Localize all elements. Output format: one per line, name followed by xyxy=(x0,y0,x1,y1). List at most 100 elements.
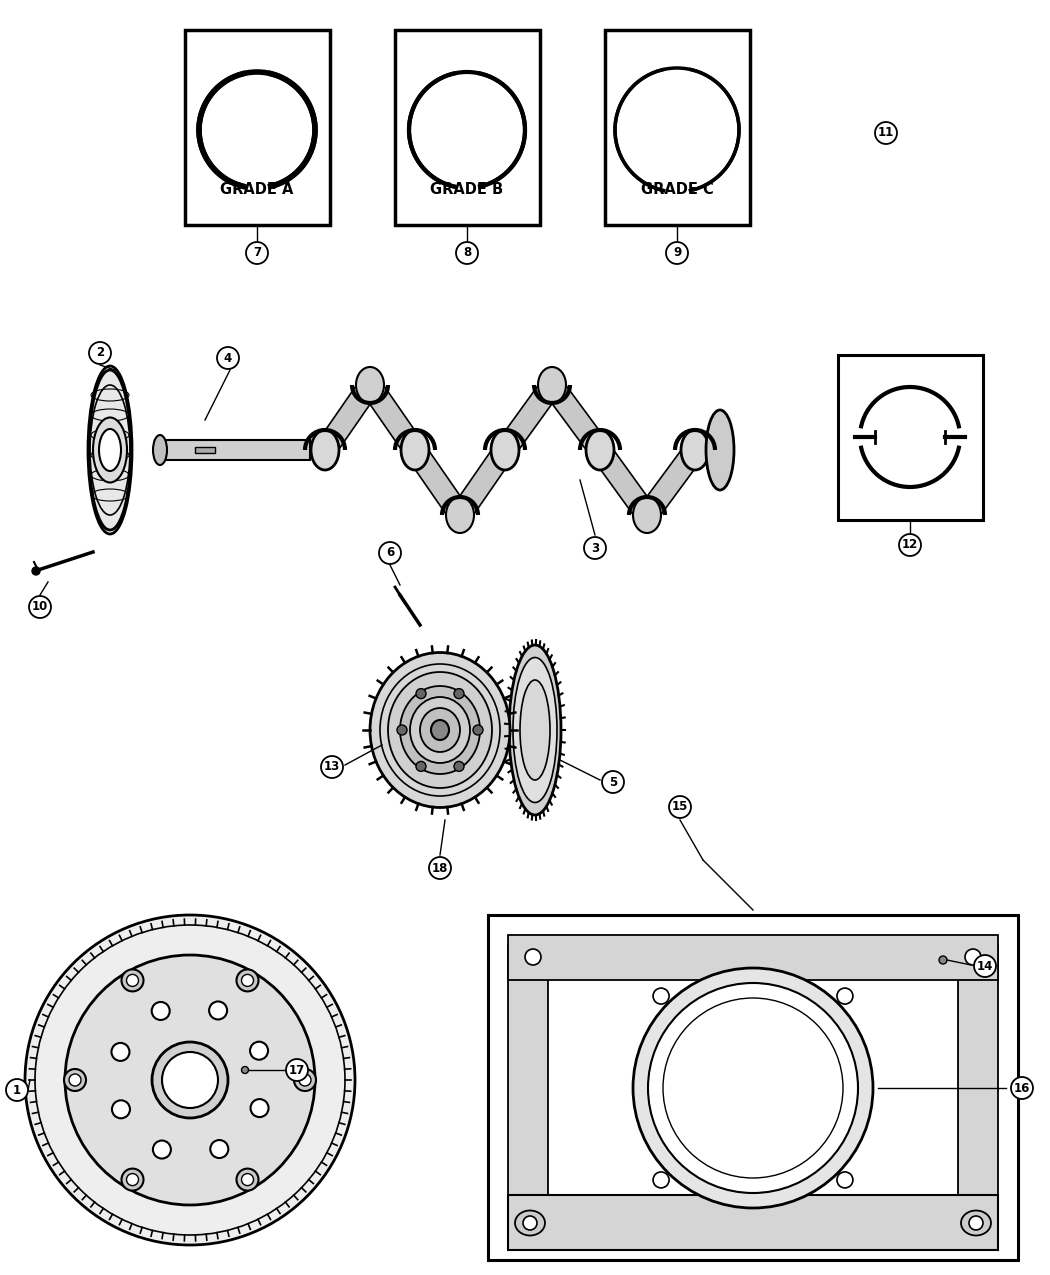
Bar xyxy=(508,1195,998,1250)
Bar xyxy=(155,440,310,460)
Circle shape xyxy=(648,983,858,1193)
Circle shape xyxy=(32,567,40,575)
Circle shape xyxy=(653,988,669,1005)
Text: 8: 8 xyxy=(463,246,471,260)
Text: 12: 12 xyxy=(902,538,918,552)
Ellipse shape xyxy=(961,1210,991,1235)
Circle shape xyxy=(242,1066,249,1074)
Polygon shape xyxy=(361,379,424,456)
Circle shape xyxy=(875,122,897,144)
Polygon shape xyxy=(638,444,704,521)
Ellipse shape xyxy=(420,708,460,752)
Ellipse shape xyxy=(388,672,492,788)
Bar xyxy=(488,915,1018,1260)
Text: 15: 15 xyxy=(672,801,688,813)
Ellipse shape xyxy=(681,430,709,470)
Circle shape xyxy=(416,761,426,771)
Circle shape xyxy=(286,1060,308,1081)
Bar xyxy=(605,31,750,224)
Circle shape xyxy=(429,857,452,878)
Circle shape xyxy=(454,688,464,699)
Bar xyxy=(838,354,983,520)
Ellipse shape xyxy=(538,367,566,403)
Text: 3: 3 xyxy=(591,542,600,555)
Ellipse shape xyxy=(242,1173,253,1186)
Polygon shape xyxy=(450,444,514,521)
Circle shape xyxy=(602,771,624,793)
Circle shape xyxy=(669,796,691,819)
Bar xyxy=(508,935,998,980)
Text: 13: 13 xyxy=(323,760,340,774)
Bar xyxy=(195,448,215,453)
Polygon shape xyxy=(543,379,609,456)
Text: 9: 9 xyxy=(673,246,681,260)
Circle shape xyxy=(152,1042,228,1118)
Ellipse shape xyxy=(370,653,510,807)
Text: 4: 4 xyxy=(224,352,232,365)
Bar xyxy=(185,31,330,224)
Ellipse shape xyxy=(236,969,258,992)
Text: 2: 2 xyxy=(96,347,104,360)
Text: GRADE B: GRADE B xyxy=(430,182,504,198)
Circle shape xyxy=(162,1052,218,1108)
Circle shape xyxy=(837,988,853,1005)
Ellipse shape xyxy=(491,430,519,470)
Ellipse shape xyxy=(236,1169,258,1191)
Ellipse shape xyxy=(706,411,734,490)
Circle shape xyxy=(6,1079,28,1102)
Circle shape xyxy=(246,242,268,264)
Ellipse shape xyxy=(400,686,480,774)
Polygon shape xyxy=(496,379,561,456)
Circle shape xyxy=(321,756,343,778)
Circle shape xyxy=(969,1216,983,1230)
Ellipse shape xyxy=(299,1074,311,1086)
Text: 1: 1 xyxy=(13,1084,21,1096)
Text: 17: 17 xyxy=(289,1063,306,1076)
Bar xyxy=(958,945,998,1195)
Text: 14: 14 xyxy=(976,960,993,973)
Ellipse shape xyxy=(509,645,561,815)
Ellipse shape xyxy=(89,370,131,530)
Circle shape xyxy=(210,1140,228,1158)
Text: 16: 16 xyxy=(1014,1081,1030,1094)
Ellipse shape xyxy=(242,974,253,987)
Text: GRADE A: GRADE A xyxy=(220,182,294,198)
Circle shape xyxy=(29,595,51,618)
Ellipse shape xyxy=(430,720,449,739)
Circle shape xyxy=(251,1099,269,1117)
Circle shape xyxy=(633,968,873,1207)
Circle shape xyxy=(653,1172,669,1188)
Ellipse shape xyxy=(65,955,315,1205)
Circle shape xyxy=(472,725,483,734)
Ellipse shape xyxy=(99,428,121,470)
Text: 18: 18 xyxy=(432,862,448,875)
Circle shape xyxy=(974,955,996,977)
Circle shape xyxy=(837,1172,853,1188)
Circle shape xyxy=(416,688,426,699)
Ellipse shape xyxy=(126,1173,139,1186)
Circle shape xyxy=(456,242,478,264)
Ellipse shape xyxy=(126,974,139,987)
Circle shape xyxy=(523,1216,537,1230)
Circle shape xyxy=(1011,1077,1033,1099)
Text: 10: 10 xyxy=(32,601,48,613)
Polygon shape xyxy=(591,444,656,521)
Ellipse shape xyxy=(69,1074,81,1086)
Circle shape xyxy=(584,537,606,558)
Ellipse shape xyxy=(401,430,429,470)
Circle shape xyxy=(151,1002,170,1020)
Circle shape xyxy=(454,761,464,771)
Ellipse shape xyxy=(520,680,550,780)
Polygon shape xyxy=(316,379,379,456)
Circle shape xyxy=(939,956,947,964)
Circle shape xyxy=(153,1141,171,1159)
Ellipse shape xyxy=(356,367,384,403)
Circle shape xyxy=(397,725,407,734)
Circle shape xyxy=(209,1001,227,1020)
Text: 6: 6 xyxy=(386,547,394,560)
Ellipse shape xyxy=(514,1210,545,1235)
Circle shape xyxy=(111,1043,129,1061)
Circle shape xyxy=(379,542,401,564)
Circle shape xyxy=(217,347,239,368)
Circle shape xyxy=(899,534,921,556)
